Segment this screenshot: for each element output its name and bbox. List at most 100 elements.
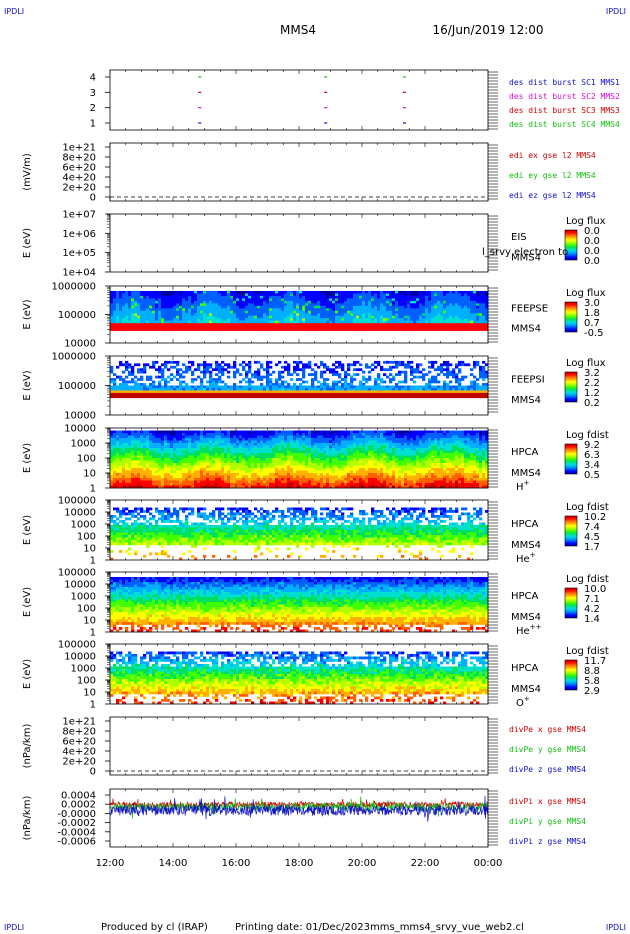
divpi-ytick-label: -0.0002 bbox=[57, 818, 96, 829]
hpca_h-ytick-label: 10 bbox=[83, 469, 96, 480]
eis-frame bbox=[109, 213, 489, 273]
burst-legend-item: des dist burst SC3 MMS3 bbox=[509, 106, 620, 115]
hpca_hepp-ytick-label: 1 bbox=[90, 628, 96, 639]
hpca_he-colorbar-tick: 7.4 bbox=[584, 522, 600, 533]
hpca_hepp-species-label: He++ bbox=[516, 623, 542, 637]
hpca_hepp-ytick-label: 100000 bbox=[58, 568, 96, 579]
divpe-ytick-label: 6e+20 bbox=[62, 737, 96, 748]
footer-produced: Produced by cl (IRAP) bbox=[101, 922, 208, 933]
corner-label-bottom-left: IPDLI bbox=[4, 923, 24, 932]
edi-legend-item: edi ey gse l2 MMS4 bbox=[509, 171, 596, 180]
hpca_he-colorbar-tick: 4.5 bbox=[584, 532, 600, 543]
figure-datetime: 16/Jun/2019 12:00 bbox=[432, 23, 543, 37]
feepse-instrument-label: FEEPSE bbox=[511, 304, 548, 315]
hpca_he-spacecraft-label: MMS4 bbox=[511, 540, 541, 551]
hpca_h-ytick-label: 10000 bbox=[64, 424, 96, 435]
divpi-ylabel: (nPa/km) bbox=[22, 796, 33, 841]
hpca_hepp-colorbar bbox=[564, 587, 578, 619]
hpca_hepp-ytick-label: 10000 bbox=[64, 580, 96, 591]
panel-feepsi: 1000000 100000 10000 E (eV) FEEPSI MMS4 Log fl… bbox=[22, 352, 606, 422]
divpe-legend-item: divPe x gse MMS4 bbox=[509, 725, 586, 734]
feepse-ytick-label: 1000000 bbox=[51, 282, 96, 293]
corner-label-bottom-right: IPDLI bbox=[606, 923, 626, 932]
hpca_hepp-ytick-label: 10 bbox=[83, 616, 96, 627]
footer-printed: Printing date: 01/Dec/2023 bbox=[235, 922, 370, 933]
hpca_h-ylabel: E (eV) bbox=[22, 443, 33, 473]
feepsi-colorbar-tick: 1.2 bbox=[584, 388, 600, 399]
feepsi-colorbar-tick: 2.2 bbox=[584, 378, 600, 389]
footer-filename: mms_mms4_srvy_vue_web2.cl bbox=[370, 922, 524, 933]
edi-legend-item: edi ex gse l2 MMS4 bbox=[509, 151, 596, 160]
burst-frame bbox=[109, 69, 489, 131]
divpi-legend-item: divPi x gse MMS4 bbox=[509, 797, 586, 806]
edi-ylabel: (mV/m) bbox=[22, 153, 33, 191]
hpca_h-ytick-label: 100 bbox=[77, 454, 96, 465]
edi-ytick-label: 6e+20 bbox=[62, 163, 96, 174]
time-tick-label: 00:00 bbox=[474, 858, 503, 869]
divpi-ytick-label: -0.0006 bbox=[57, 837, 96, 848]
hpca_he-ytick-label: 100000 bbox=[58, 496, 96, 507]
hpca_o-colorbar-tick: 11.7 bbox=[584, 656, 606, 667]
hpca_h-instrument-label: HPCA bbox=[511, 447, 539, 458]
edi-ytick-label: 1e+21 bbox=[62, 143, 96, 154]
time-tick-label: 14:00 bbox=[159, 858, 188, 869]
edi-ytick-label: 2e+20 bbox=[62, 183, 96, 194]
hpca_hepp-colorbar-tick: 4.2 bbox=[584, 604, 600, 615]
eis-colorbar-tick: 0.0 bbox=[584, 246, 600, 257]
hpca_o-ytick-label: 10 bbox=[83, 688, 96, 699]
hpca_he-colorbar bbox=[564, 515, 578, 547]
divpe-ylabel: (nPa/km) bbox=[22, 724, 33, 769]
hpca_o-colorbar-tick: 5.8 bbox=[584, 676, 600, 687]
divpe-ytick-label: 4e+20 bbox=[62, 747, 96, 758]
hpca_hepp-colorbar-tick: 10.0 bbox=[584, 584, 606, 595]
feepse-ylabel: E (eV) bbox=[22, 299, 33, 329]
hpca_h-colorbar-title: Log fdist bbox=[566, 430, 609, 441]
edi-legend-item: edi ez gse l2 MMS4 bbox=[509, 191, 596, 200]
burst-legend-item: des dist burst SC1 MMS1 bbox=[509, 78, 620, 87]
hpca_h-colorbar-tick: 9.2 bbox=[584, 440, 600, 451]
edi-ytick-label: 0 bbox=[90, 193, 96, 204]
burst-ytick-label: 4 bbox=[90, 73, 96, 84]
hpca_hepp-ytick-label: 1000 bbox=[71, 592, 96, 603]
burst-legend-item: des dist burst SC4 MMS4 bbox=[509, 120, 620, 129]
hpca_he-ytick-label: 1000 bbox=[71, 520, 96, 531]
hpca_h-colorbar-tick: 3.4 bbox=[584, 460, 600, 471]
divpe-ytick-label: 2e+20 bbox=[62, 757, 96, 768]
divpi-z-trace bbox=[109, 795, 489, 822]
hpca_o-instrument-label: HPCA bbox=[511, 663, 539, 674]
feepsi-ytick-label: 100000 bbox=[58, 381, 96, 392]
feepse-colorbar-tick: 0.7 bbox=[584, 318, 600, 329]
hpca_he-ytick-label: 1 bbox=[90, 556, 96, 567]
divpi-ytick-label: 0.0002 bbox=[61, 800, 96, 811]
divpe-legend-item: divPe z gse MMS4 bbox=[509, 765, 586, 774]
feepse-colorbar-tick: 3.0 bbox=[584, 298, 600, 309]
eis-ytick-label: 1e+04 bbox=[62, 268, 96, 279]
corner-label-top-left: IPDLI bbox=[4, 7, 24, 16]
hpca_hepp-ylabel: E (eV) bbox=[22, 587, 33, 617]
eis-ytick-label: 1e+05 bbox=[62, 248, 96, 259]
time-axis: 12:00 14:00 16:00 18:00 20:00 22:00 00:00 bbox=[96, 858, 503, 869]
feepsi-spacecraft-label: MMS4 bbox=[511, 395, 541, 406]
time-tick-label: 12:00 bbox=[96, 858, 125, 869]
feepsi-ytick-label: 10000 bbox=[64, 411, 96, 422]
burst-ytick-label: 2 bbox=[90, 103, 96, 114]
feepse-colorbar-tick: 1.8 bbox=[584, 308, 600, 319]
eis-colorbar-title: Log flux bbox=[566, 216, 606, 227]
panel-eis: 1e+07 1e+06 1e+05 1e+04 E (eV) EIS MMS4 Log flu… bbox=[22, 210, 606, 279]
feepse-ytick-label: 100000 bbox=[58, 310, 96, 321]
divpi-ytick-label: -0.0004 bbox=[57, 827, 96, 838]
divpi-ytick-label: -0.0000 bbox=[57, 809, 96, 820]
eis-colorbar-tick: 0.0 bbox=[584, 226, 600, 237]
feepsi-colorbar bbox=[564, 371, 578, 403]
eis-colorbar-tick: 0.0 bbox=[584, 256, 600, 267]
feepsi-ytick-label: 1000000 bbox=[51, 352, 96, 363]
divpi-legend-item: divPi y gse MMS4 bbox=[509, 817, 586, 826]
hpca_he-colorbar-title: Log fdist bbox=[566, 502, 609, 513]
hpca_h-colorbar-tick: 6.3 bbox=[584, 450, 600, 461]
divpi-frame bbox=[109, 788, 489, 848]
hpca_he-colorbar-tick: 10.2 bbox=[584, 512, 606, 523]
divpe-legend-item: divPe y gse MMS4 bbox=[509, 745, 586, 754]
